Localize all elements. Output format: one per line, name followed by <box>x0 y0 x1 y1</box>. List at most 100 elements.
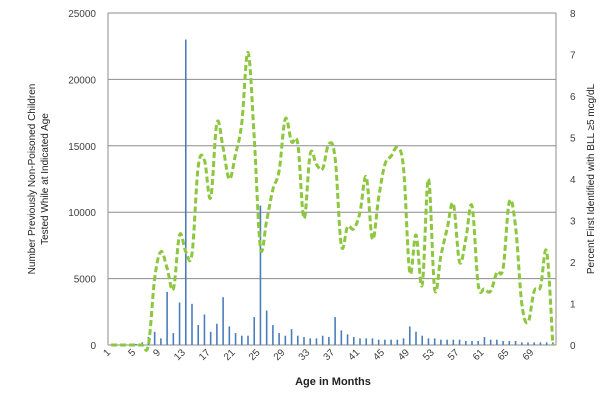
bar <box>191 303 193 345</box>
bar <box>315 338 318 345</box>
x-tick-label: 1 <box>102 347 114 359</box>
bar <box>552 342 554 345</box>
x-axis-title: Age in Months <box>295 376 371 388</box>
bar <box>489 339 492 345</box>
bar <box>464 341 467 345</box>
y2-tick-label: 3 <box>570 217 576 228</box>
y2-tick-label: 2 <box>570 258 576 269</box>
bar <box>153 331 156 345</box>
bar <box>166 291 168 345</box>
bar <box>446 339 448 345</box>
y-tick-label: 25000 <box>68 9 96 20</box>
bar <box>340 330 343 345</box>
bar <box>284 335 287 345</box>
bar <box>178 302 181 345</box>
bar <box>458 339 461 345</box>
bar <box>303 337 305 345</box>
bar <box>234 333 237 345</box>
bar <box>309 338 312 345</box>
bar <box>402 338 405 345</box>
percent-line <box>111 50 555 352</box>
line-series <box>111 50 555 352</box>
bar <box>228 326 231 345</box>
bar <box>272 325 274 345</box>
bar <box>527 342 529 345</box>
bar <box>265 310 268 345</box>
right-axis-ticks: 0 1 2 3 4 5 6 7 8 <box>570 9 576 352</box>
bar <box>296 335 299 345</box>
bar <box>346 334 349 345</box>
bar <box>508 341 511 345</box>
bar <box>427 338 430 345</box>
x-tick-label: 61 <box>471 347 487 363</box>
bar <box>433 338 436 345</box>
bar <box>365 338 368 345</box>
x-tick-label: 5 <box>126 347 138 359</box>
bar <box>328 337 330 345</box>
bar <box>483 337 486 345</box>
bar <box>240 335 243 345</box>
bar <box>197 325 200 345</box>
bar <box>520 342 523 345</box>
bar <box>496 339 498 345</box>
y2-tick-label: 8 <box>570 9 576 20</box>
bar <box>415 331 417 345</box>
bar <box>384 339 386 345</box>
left-axis-ticks: 0 5000 10000 15000 20000 25000 <box>68 9 96 352</box>
bar <box>321 335 324 345</box>
bar <box>334 317 336 345</box>
y-tick-label: 10000 <box>68 208 96 219</box>
bar <box>359 338 361 345</box>
bar <box>452 339 455 345</box>
y2-tick-label: 6 <box>570 92 576 103</box>
x-tick-label: 53 <box>421 347 437 363</box>
y-axis-title-line1: Number Previously Non-Poisoned Children <box>27 84 38 275</box>
bar <box>290 329 293 345</box>
bar <box>135 343 137 345</box>
gridlines <box>107 12 557 346</box>
bar <box>222 297 224 345</box>
bar <box>259 205 262 345</box>
x-tick-label: 37 <box>322 347 338 363</box>
y2-tick-label: 4 <box>570 175 576 186</box>
x-tick-label: 57 <box>446 347 462 363</box>
x-tick-label: 21 <box>222 347 238 363</box>
y-tick-label: 15000 <box>68 142 96 153</box>
x-axis-ticks: 1 5 9 13 17 21 25 29 33 37 41 45 49 53 57 61 65 69 <box>102 347 537 363</box>
bar <box>533 342 536 345</box>
bar <box>203 314 206 345</box>
x-tick-label: 33 <box>297 347 313 363</box>
bar <box>471 341 473 345</box>
bar <box>539 342 542 345</box>
x-tick-label: 9 <box>151 347 163 359</box>
y2-axis-title: Percent First Identified with BLL ≥5 mcg… <box>586 83 597 274</box>
bar <box>160 338 162 345</box>
bar <box>278 333 280 345</box>
x-tick-label: 41 <box>346 347 362 363</box>
y2-tick-label: 0 <box>570 341 576 352</box>
bar <box>377 339 380 345</box>
y-axis-title-line2: Tested While at Indicated Age <box>40 113 51 245</box>
bar <box>440 339 442 345</box>
x-tick-label: 65 <box>496 347 512 363</box>
x-tick-label: 13 <box>172 347 188 363</box>
x-tick-label: 49 <box>396 347 412 363</box>
x-tick-label: 25 <box>247 347 263 363</box>
y-tick-label: 5000 <box>74 275 97 286</box>
bar <box>371 338 374 345</box>
bar <box>502 341 504 345</box>
bar <box>209 331 212 345</box>
bar <box>545 342 548 345</box>
bar <box>247 335 249 345</box>
bar <box>390 339 392 345</box>
bar <box>408 326 411 345</box>
bar <box>216 323 218 345</box>
y-tick-label: 20000 <box>68 75 96 86</box>
x-tick-label: 17 <box>197 347 213 363</box>
bar-series <box>110 39 554 346</box>
bar <box>396 339 399 345</box>
y-tick-label: 0 <box>90 341 96 352</box>
y2-tick-label: 1 <box>570 300 576 311</box>
bar <box>352 337 355 345</box>
